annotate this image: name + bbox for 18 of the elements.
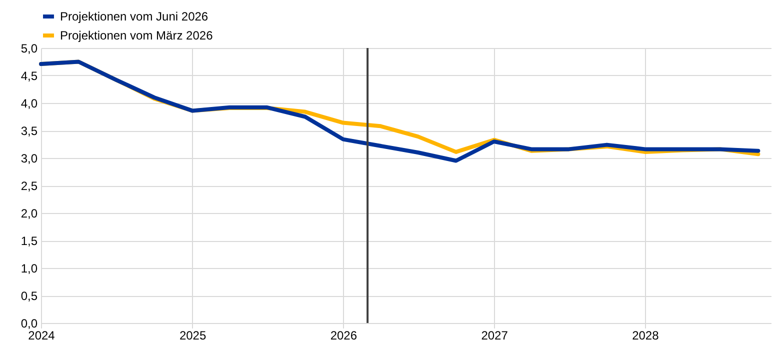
legend-label: Projektionen vom März 2026 (60, 28, 214, 42)
y-tick-label: 1,0 (20, 262, 38, 276)
y-tick-label: 4,0 (20, 96, 38, 110)
y-tick-label: 3,5 (20, 124, 38, 138)
x-tick-label: 2024 (28, 328, 56, 342)
y-tick-label: 2,5 (20, 179, 38, 193)
y-tick-label: 0,5 (20, 289, 38, 303)
y-tick-label: 1,5 (20, 234, 38, 248)
x-tick-label: 2028 (632, 328, 660, 342)
y-tick-label: 3,0 (20, 152, 38, 166)
y-tick-label: 5,0 (20, 42, 38, 56)
y-tick-label: 4,5 (20, 69, 38, 83)
x-tick-label: 2026 (330, 328, 358, 342)
x-tick-label: 2025 (179, 328, 206, 342)
y-tick-label: 2,0 (20, 206, 38, 220)
x-tick-label: 2027 (481, 328, 508, 342)
legend-label: Projektionen vom Juni 2026 (60, 10, 208, 24)
y-tick-label: 0,0 (20, 316, 38, 330)
